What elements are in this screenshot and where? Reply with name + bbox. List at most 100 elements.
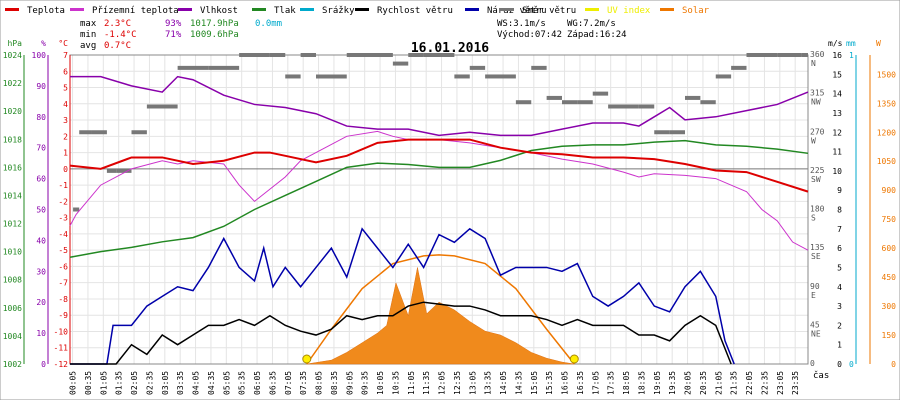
- stat-min-label: min: [80, 30, 96, 40]
- hpa-axis-tick: 1020: [3, 107, 22, 116]
- x-tick-label: 03:35: [176, 371, 185, 395]
- legend-label: Solar: [682, 6, 710, 16]
- hpa-axis-tick: 1014: [3, 191, 22, 200]
- legend-label: Přízemní teplota: [92, 6, 179, 16]
- temp-axis-tick: -8: [58, 295, 68, 304]
- pct-axis-tick: 50: [36, 206, 46, 215]
- x-tick-label: 17:05: [591, 371, 600, 395]
- ms-tick: 6: [837, 244, 842, 253]
- x-tick-label: 15:35: [545, 371, 554, 395]
- x-tick-label: 23:05: [776, 371, 785, 395]
- stat-max-label: max: [80, 19, 97, 29]
- pct-axis-tick: 60: [36, 175, 46, 184]
- chart-title: 16.01.2016: [411, 41, 489, 56]
- dir-label: E: [811, 291, 816, 300]
- stat-max-temp: 2.3°C: [104, 19, 131, 29]
- w-tick: 750: [882, 215, 897, 224]
- dir-label: SE: [811, 252, 821, 261]
- dir-tick: 90: [810, 282, 820, 291]
- x-tick-label: 18:35: [637, 371, 646, 395]
- dir-tick: 315: [810, 89, 825, 98]
- x-axis-label: čas: [813, 370, 829, 381]
- hpa-axis-tick: 1024: [3, 51, 22, 60]
- ms-tick: 15: [832, 70, 842, 79]
- humidity-line: [70, 75, 809, 137]
- x-tick-label: 00:05: [69, 371, 78, 395]
- dir-label: S: [811, 214, 816, 223]
- dir-tick: 225: [810, 166, 825, 175]
- stats-block: max 2.3°C 93% 1017.9hPa 0.0mm min -1.4°C 71% 100…: [80, 19, 627, 51]
- x-tick-label: 20:35: [699, 371, 708, 395]
- dir-tick: 180: [810, 205, 825, 214]
- legend-label: UV index: [607, 6, 651, 16]
- x-tick-label: 19:35: [668, 371, 677, 395]
- stat-sunrise: Východ:07:42: [497, 30, 562, 40]
- w-tick: 1500: [877, 70, 896, 79]
- temp-axis-tick: 4: [63, 100, 68, 109]
- pct-axis-tick: 90: [36, 82, 46, 91]
- legend-label: Teplota: [27, 6, 65, 16]
- wind-gust-line: [70, 227, 735, 365]
- hpa-axis-tick: 1006: [3, 304, 22, 313]
- mm-tick: 0: [849, 360, 854, 369]
- w-tick: 1350: [877, 99, 896, 108]
- hpa-axis-tick: 1022: [3, 79, 22, 88]
- temp-axis-tick: -12: [54, 360, 69, 369]
- w-tick: 450: [882, 273, 897, 282]
- stat-wind-speed: WS:3.1m/s: [497, 19, 546, 29]
- x-tick-label: 02:35: [145, 371, 154, 395]
- ms-tick: 1: [837, 341, 842, 350]
- legend-swatch: [355, 8, 369, 11]
- w-tick: 900: [882, 186, 897, 195]
- dir-label: N: [811, 59, 816, 68]
- dir-tick: 0: [810, 359, 815, 368]
- x-tick-label: 11:05: [407, 371, 416, 395]
- mm-unit: mm: [846, 39, 856, 48]
- legend-swatch: [465, 8, 479, 11]
- x-tick-label: 00:35: [84, 371, 93, 395]
- hpa-axis-tick: 1008: [3, 276, 22, 285]
- dir-label: NE: [811, 329, 821, 338]
- legend-swatch: [252, 8, 266, 11]
- w-unit: W: [876, 39, 881, 48]
- dir-label: SW: [811, 175, 821, 184]
- x-tick-label: 18:05: [622, 371, 631, 395]
- legend-swatch: [585, 8, 599, 11]
- solar-area: [306, 267, 575, 365]
- axes: 00:05 00:35 01:05 01:35 02:05 02:35 03:05 03:35…: [3, 39, 896, 395]
- x-tick-label: 01:05: [99, 371, 108, 395]
- ms-unit: m/s: [828, 39, 843, 48]
- temperature-line: [69, 138, 809, 193]
- dir-tick: 45: [810, 320, 820, 329]
- x-tick-label: 08:35: [330, 371, 339, 395]
- x-tick-label: 04:35: [207, 371, 216, 395]
- legend-swatch: [660, 8, 674, 11]
- temp-axis-tick: 1: [63, 149, 68, 158]
- ms-tick: 10: [832, 167, 842, 176]
- x-tick-label: 07:05: [284, 371, 293, 395]
- x-tick-label: 05:05: [222, 371, 231, 395]
- x-tick-label: 22:05: [745, 371, 754, 395]
- plot-area: [69, 53, 809, 365]
- temp-axis-unit: °C: [58, 39, 68, 48]
- pct-axis-tick: 80: [36, 113, 46, 122]
- hpa-axis-tick: 1018: [3, 135, 22, 144]
- pct-axis-tick: 20: [36, 298, 46, 307]
- ms-tick: 4: [837, 283, 842, 292]
- ms-tick: 7: [837, 225, 842, 234]
- x-tick-label: 14:35: [514, 371, 523, 395]
- x-tick-label: 06:35: [268, 371, 277, 395]
- x-tick-label: 01:35: [115, 371, 124, 395]
- dir-tick: 135: [810, 243, 825, 252]
- legend-label: Směr větru: [522, 6, 576, 16]
- temp-axis-tick: 6: [63, 67, 68, 76]
- dir-tick: 360: [810, 50, 825, 59]
- ms-tick: 0: [837, 360, 842, 369]
- w-tick: 0: [891, 360, 896, 369]
- x-tick-label: 08:05: [315, 371, 324, 395]
- temp-axis-tick: -4: [58, 230, 68, 239]
- pct-axis-unit: %: [41, 39, 46, 48]
- w-tick: 600: [882, 244, 897, 253]
- dir-label: W: [811, 136, 816, 145]
- stat-min-hum: 71%: [165, 30, 182, 40]
